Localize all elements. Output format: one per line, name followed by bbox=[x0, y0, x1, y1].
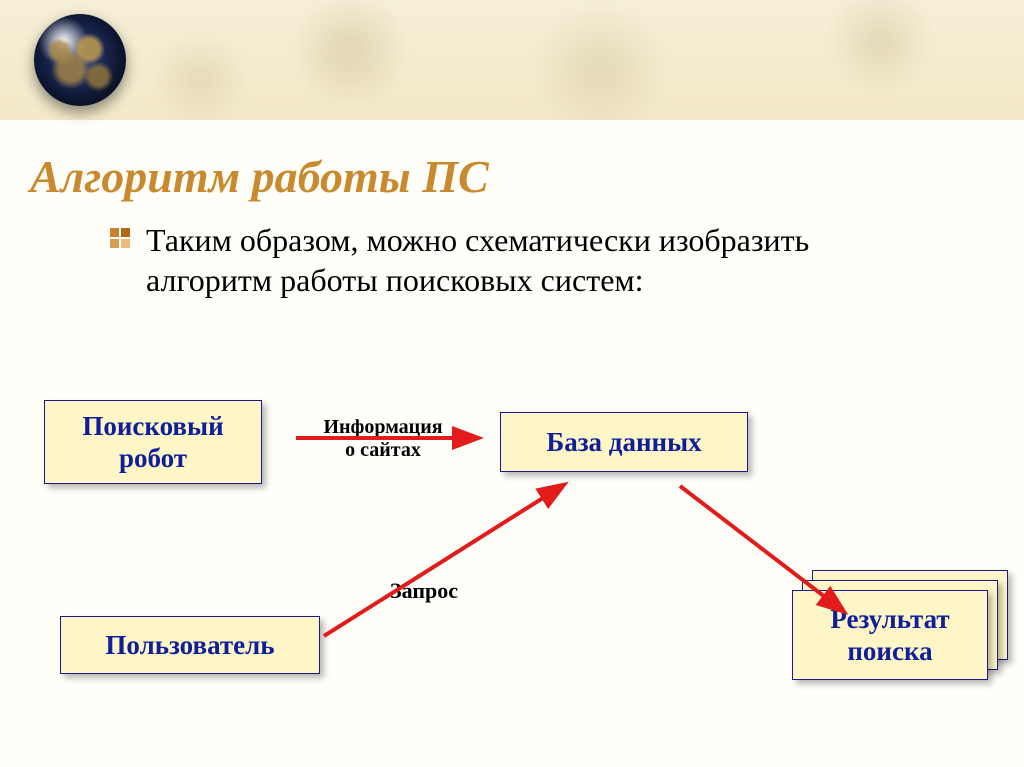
node-robot: Поисковыйробот bbox=[44, 400, 262, 484]
page-title: Алгоритм работы ПС bbox=[30, 150, 489, 203]
edge-label-info: Информацияо сайтах bbox=[298, 416, 468, 462]
globe-icon bbox=[34, 14, 126, 106]
bullet-item: Таким образом, можно схематически изобра… bbox=[110, 220, 890, 300]
banner-map bbox=[0, 0, 1024, 120]
node-result-label: Результатпоиска bbox=[830, 603, 949, 668]
node-robot-label: Поисковыйробот bbox=[82, 410, 223, 475]
node-result: Результатпоиска bbox=[792, 590, 988, 680]
node-db: База данных bbox=[500, 412, 748, 472]
node-user-label: Пользователь bbox=[105, 629, 274, 661]
edge-label-query: Запрос bbox=[390, 578, 458, 604]
diamond-bullet-icon bbox=[110, 228, 132, 250]
bullet-text: Таким образом, можно схематически изобра… bbox=[146, 220, 890, 300]
node-user: Пользователь bbox=[60, 616, 320, 674]
node-db-label: База данных bbox=[546, 426, 701, 458]
